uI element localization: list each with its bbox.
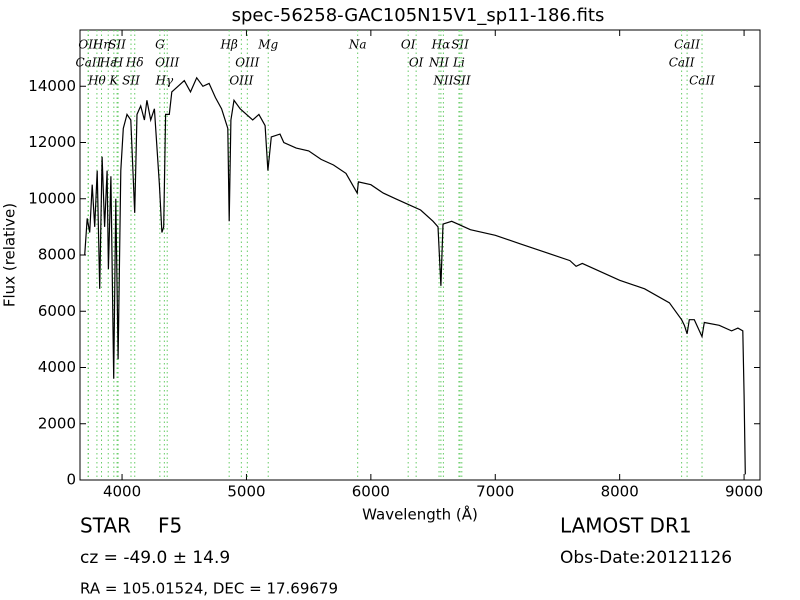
spectrum-line <box>84 76 746 475</box>
plot-frame <box>79 29 761 481</box>
spectral-line-label: Hα <box>431 38 451 52</box>
spectral-line-label: OIII <box>155 56 179 70</box>
obs-date: Obs-Date:20121126 <box>560 548 732 568</box>
chart-title: spec-56258-GAC105N15V1_sp11-186.fits <box>232 5 605 26</box>
survey: LAMOST DR1 <box>560 514 692 538</box>
spectral-line-label: Hδ <box>125 56 144 70</box>
spectral-line-label: K <box>108 74 119 88</box>
y-tick-label: 2000 <box>38 414 76 432</box>
coordinates: RA = 105.01524, DEC = 17.69679 <box>80 580 338 598</box>
spectral-line-label: CaII <box>669 56 695 70</box>
spectral-line-label: Hβ <box>219 38 237 52</box>
spectral-line-label: Na <box>348 38 367 52</box>
y-tick-label: 4000 <box>38 358 76 376</box>
spectral-line-label: Hγ <box>155 74 174 88</box>
spectral-line-label: CaII <box>689 74 715 88</box>
redshift: cz = -49.0 ± 14.9 <box>80 548 230 568</box>
spectral-line-label: Li <box>452 56 465 70</box>
spectral-line-label: Hθ <box>87 74 106 88</box>
y-tick-label: 8000 <box>38 246 76 264</box>
spectral-line-label: SII <box>122 74 140 88</box>
spectral-line-label: OI <box>409 56 424 70</box>
spectral-line-label: CaII <box>674 38 700 52</box>
y-tick-label: 6000 <box>38 302 76 320</box>
spectral-line-label: SII <box>453 74 471 88</box>
star-class: STAR <box>80 514 131 538</box>
spectral-line-label: OI <box>401 38 416 52</box>
x-tick-label: 4000 <box>103 483 141 501</box>
spectral-line-label: Hη <box>92 38 111 52</box>
spectral-line-label: OIII <box>235 56 259 70</box>
spectral-line-label: Mg <box>257 38 278 52</box>
spectral-line-label: NII <box>428 56 449 70</box>
x-tick-label: 6000 <box>352 483 390 501</box>
x-tick-label: 9000 <box>725 483 763 501</box>
y-axis-label: Flux (relative) <box>1 203 19 307</box>
x-tick-label: 8000 <box>601 483 639 501</box>
y-tick-label: 0 <box>66 471 76 489</box>
y-tick-label: 10000 <box>28 189 76 207</box>
y-tick-label: 14000 <box>28 77 76 95</box>
spectral-line-label: CaII <box>76 56 102 70</box>
star-subclass: F5 <box>158 514 182 538</box>
x-tick-label: 7000 <box>476 483 514 501</box>
spectral-line-label: Hε <box>99 56 117 70</box>
spectral-line-label: SII <box>451 38 469 52</box>
y-tick-label: 12000 <box>28 133 76 151</box>
spectral-line-label: NII <box>432 74 453 88</box>
spectral-line-label: OIII <box>229 74 253 88</box>
spectral-line-label: H <box>112 56 124 70</box>
x-tick-label: 5000 <box>227 483 265 501</box>
x-axis-label: Wavelength (Å) <box>362 505 478 524</box>
spectral-line-label: G <box>155 38 165 52</box>
spectral-line-label: SII <box>108 38 126 52</box>
